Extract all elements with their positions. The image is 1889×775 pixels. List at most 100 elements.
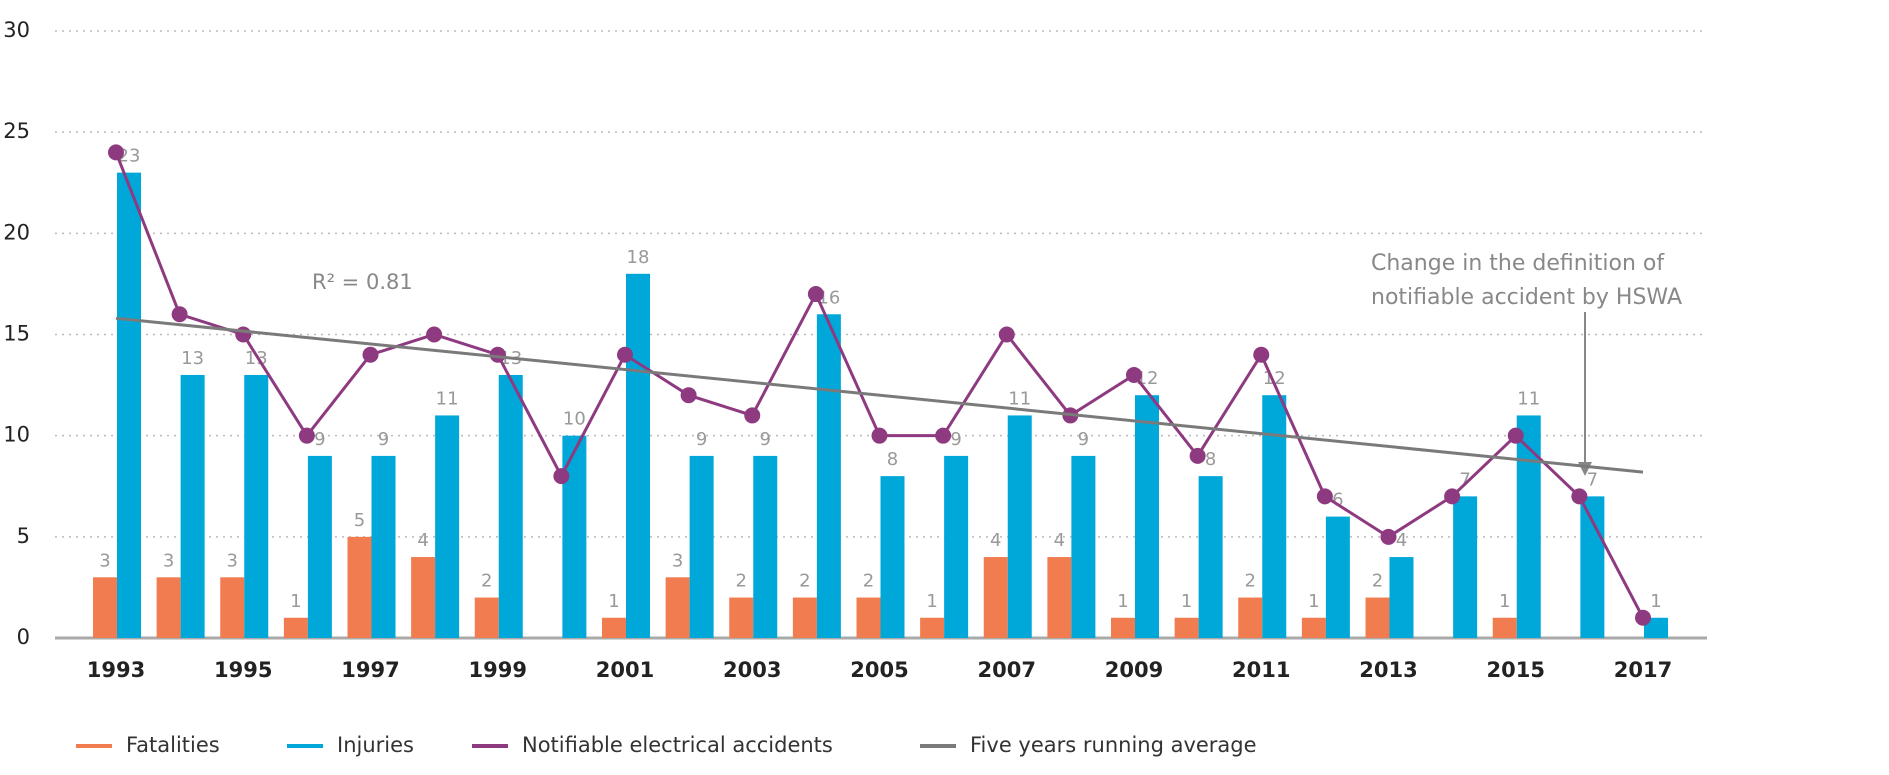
value-label: 9 (1078, 429, 1089, 450)
bar (1516, 415, 1541, 638)
legend-label: Fatalities (126, 733, 220, 757)
y-tick-label: 30 (3, 18, 30, 42)
bar (1135, 395, 1159, 638)
value-label: 1 (290, 591, 301, 612)
x-tick-label: 2007 (978, 658, 1036, 682)
point (935, 427, 952, 444)
value-label: 1 (1308, 591, 1319, 612)
point (871, 427, 888, 444)
bar (1071, 455, 1096, 638)
bar (753, 455, 778, 638)
bar (220, 577, 245, 638)
x-tick-label: 1995 (214, 658, 272, 682)
bar (792, 597, 817, 638)
value-label: 2 (863, 571, 874, 592)
point (298, 427, 315, 444)
bar (856, 597, 881, 638)
bar (1198, 476, 1223, 638)
bar (1644, 617, 1668, 638)
y-tick-label: 15 (3, 322, 30, 346)
point (1380, 528, 1397, 545)
bar (244, 374, 269, 638)
value-label: 1 (1499, 591, 1510, 612)
value-label: 7 (1459, 469, 1470, 490)
bar (665, 577, 690, 638)
x-tick-label: 2015 (1487, 658, 1545, 682)
point (108, 144, 124, 161)
point (1635, 609, 1651, 626)
point (171, 306, 188, 323)
value-label: 18 (627, 247, 650, 268)
x-tick-label: 2013 (1359, 658, 1417, 682)
value-label: 11 (1008, 388, 1031, 409)
value-label: 9 (760, 429, 771, 450)
value-label: 11 (1517, 388, 1540, 409)
value-label: 1 (926, 591, 937, 612)
bar (117, 172, 141, 638)
y-tick-label: 0 (17, 625, 30, 649)
x-tick-label: 2017 (1614, 658, 1672, 682)
bar (983, 557, 1008, 638)
point (426, 326, 443, 343)
bar (689, 455, 714, 638)
value-label: 4 (990, 530, 1001, 551)
bar (944, 455, 969, 638)
point (744, 407, 761, 424)
bar (474, 597, 499, 638)
bar (1365, 597, 1390, 638)
value-label: 3 (227, 550, 238, 571)
value-label: 13 (181, 348, 204, 369)
x-tick-label: 1997 (341, 658, 399, 682)
value-label: 4 (1396, 530, 1407, 551)
value-label: 2 (1245, 571, 1256, 592)
bar (880, 476, 905, 638)
point (362, 346, 379, 363)
y-tick-label: 10 (3, 423, 30, 447)
bar (602, 617, 626, 638)
value-label: 2 (799, 571, 810, 592)
bar (1174, 617, 1199, 638)
value-label: 5 (354, 510, 365, 531)
point (1189, 447, 1206, 464)
bar (1325, 516, 1350, 638)
y-tick-label: 25 (3, 119, 30, 143)
bar (626, 273, 650, 638)
legend-label: Five years running average (970, 733, 1257, 757)
bar (371, 455, 396, 638)
bar (816, 314, 841, 638)
bar (1238, 597, 1263, 638)
value-label: 4 (1054, 530, 1065, 551)
value-label: 9 (378, 429, 389, 450)
value-label: 6 (1332, 490, 1343, 511)
bar (1453, 496, 1478, 638)
bar (411, 557, 436, 638)
value-label: 1 (1650, 591, 1661, 612)
point (1316, 488, 1333, 505)
bar (920, 617, 945, 638)
bar (435, 415, 460, 638)
point (617, 346, 633, 363)
bar (1389, 557, 1414, 638)
point (1507, 427, 1524, 444)
bar (307, 455, 332, 638)
line (114, 151, 1645, 619)
legend-label: Injuries (337, 733, 414, 757)
value-label: 2 (1372, 571, 1383, 592)
bar (283, 617, 308, 638)
point (1253, 346, 1270, 363)
hswa-annotation: Change in the definition of (1371, 251, 1665, 276)
value-label: 8 (887, 449, 898, 470)
x-tick-label: 1999 (469, 658, 527, 682)
value-label: 3 (99, 550, 110, 571)
y-tick-label: 20 (3, 220, 30, 244)
bar (1111, 617, 1135, 638)
value-label: 2 (736, 571, 747, 592)
x-tick-label: 2001 (596, 658, 654, 682)
bar (1047, 557, 1072, 638)
value-label: 1 (1181, 591, 1192, 612)
legend-label: Notifiable electrical accidents (522, 733, 833, 757)
value-label: 1 (1117, 591, 1128, 612)
value-label: 9 (314, 429, 325, 450)
point (998, 326, 1015, 343)
